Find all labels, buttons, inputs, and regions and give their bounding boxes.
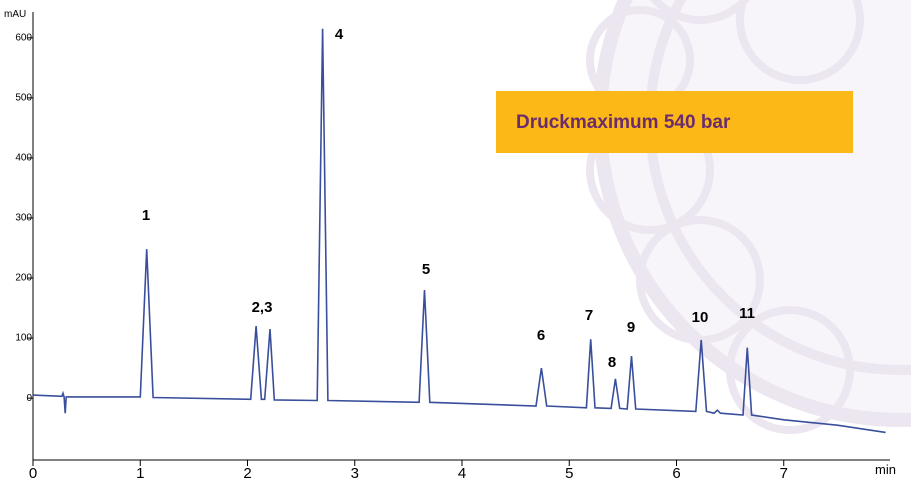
y-tick-label: 100 — [15, 333, 32, 344]
annotation: Druckmaximum 540 bar — [516, 112, 731, 133]
chromatogram-line — [32, 28, 886, 434]
x-tick-label: 3 — [351, 465, 359, 481]
annotation-box — [496, 91, 853, 153]
background-decoration — [586, 0, 911, 434]
peak-label: 7 — [585, 307, 593, 324]
peak-label: 1 — [142, 207, 150, 224]
y-tick-label: 600 — [15, 32, 32, 43]
x-tick-label: 6 — [672, 465, 680, 481]
y-tick-label: 200 — [15, 273, 32, 284]
peak-label: 11 — [739, 305, 755, 322]
x-tick-label: 1 — [136, 465, 144, 481]
peak-label: 4 — [335, 26, 344, 43]
x-tick-label: 4 — [458, 465, 466, 481]
x-tick-label: 5 — [565, 465, 573, 481]
x-axis-label: min — [875, 462, 896, 477]
x-tick-label: 0 — [29, 465, 37, 481]
peak-label: 5 — [422, 261, 430, 278]
peak-label: 6 — [537, 327, 545, 344]
peak-label: 2,3 — [252, 299, 273, 316]
y-tick-label: 400 — [15, 153, 32, 164]
peak-label: 9 — [627, 319, 635, 336]
peak-label: 10 — [692, 309, 709, 326]
y-tick-label: 500 — [15, 93, 32, 104]
x-tick-label: 2 — [243, 465, 251, 481]
y-tick-label: 300 — [15, 213, 32, 224]
y-axis-label: mAU — [4, 9, 26, 20]
peak-label: 8 — [608, 354, 616, 371]
x-tick-label: 7 — [780, 465, 788, 481]
y-tick-label: 0 — [26, 393, 32, 404]
